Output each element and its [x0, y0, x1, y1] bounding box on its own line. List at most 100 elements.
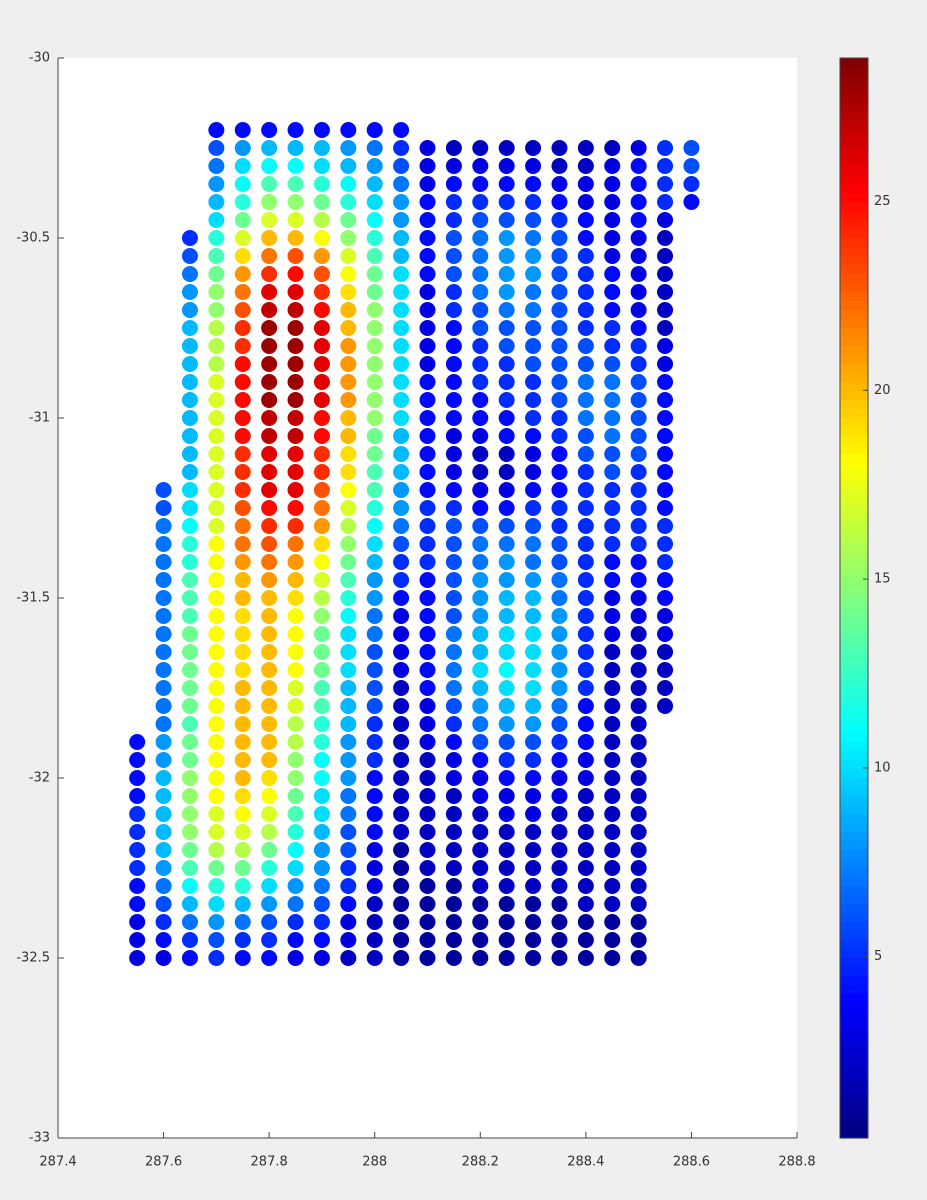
point	[525, 500, 542, 516]
point	[208, 176, 225, 192]
point	[419, 914, 436, 930]
point	[208, 464, 225, 480]
point	[340, 824, 357, 840]
point	[340, 950, 357, 966]
point	[551, 896, 568, 912]
point	[498, 716, 515, 732]
point	[604, 284, 621, 300]
point	[155, 626, 172, 642]
point	[498, 464, 515, 480]
point	[498, 212, 515, 228]
y-tick-label: -31	[29, 411, 50, 426]
point	[181, 518, 198, 534]
point	[366, 716, 383, 732]
point	[445, 860, 462, 876]
colorbar-segment	[840, 1021, 868, 1031]
colorbar-segment	[840, 589, 868, 599]
point	[657, 644, 674, 660]
colorbar-segment	[840, 994, 868, 1004]
point	[366, 590, 383, 606]
colorbar-segment	[840, 328, 868, 338]
point	[287, 572, 304, 588]
point	[313, 554, 330, 570]
point	[472, 824, 489, 840]
point	[419, 212, 436, 228]
point	[445, 788, 462, 804]
point	[525, 320, 542, 336]
colorbar-segment	[840, 562, 868, 572]
point	[313, 464, 330, 480]
point	[234, 302, 251, 318]
point	[208, 572, 225, 588]
point	[234, 500, 251, 516]
point	[525, 644, 542, 660]
point	[313, 158, 330, 174]
point	[551, 176, 568, 192]
colorbar-segment	[840, 850, 868, 860]
point	[630, 644, 647, 660]
colorbar-segment	[840, 652, 868, 662]
point	[551, 842, 568, 858]
point	[498, 356, 515, 372]
point	[445, 608, 462, 624]
point	[181, 320, 198, 336]
point	[261, 572, 278, 588]
point	[419, 140, 436, 156]
point	[181, 230, 198, 246]
point	[129, 896, 146, 912]
colorbar-segment	[840, 463, 868, 473]
point	[498, 950, 515, 966]
point	[472, 302, 489, 318]
point	[472, 338, 489, 354]
point	[313, 932, 330, 948]
point	[445, 914, 462, 930]
point	[630, 680, 647, 696]
point	[287, 194, 304, 210]
point	[419, 302, 436, 318]
point	[419, 356, 436, 372]
point	[445, 356, 462, 372]
point	[498, 482, 515, 498]
point	[551, 878, 568, 894]
point	[366, 824, 383, 840]
point	[208, 824, 225, 840]
point	[445, 716, 462, 732]
point	[445, 824, 462, 840]
point	[261, 842, 278, 858]
point	[525, 932, 542, 948]
colorbar-tick-label: 20	[874, 383, 891, 398]
point	[313, 140, 330, 156]
point	[498, 572, 515, 588]
point	[577, 950, 594, 966]
point	[234, 284, 251, 300]
point	[472, 176, 489, 192]
point	[419, 176, 436, 192]
point	[577, 518, 594, 534]
point	[445, 266, 462, 282]
point	[261, 176, 278, 192]
point	[419, 392, 436, 408]
point	[313, 374, 330, 390]
point	[261, 140, 278, 156]
point	[657, 536, 674, 552]
point	[577, 536, 594, 552]
point	[577, 842, 594, 858]
point	[525, 536, 542, 552]
point	[577, 266, 594, 282]
point	[366, 356, 383, 372]
point	[129, 806, 146, 822]
colorbar-segment	[840, 823, 868, 833]
point	[287, 878, 304, 894]
colorbar-segment	[840, 130, 868, 140]
point	[340, 122, 357, 138]
point	[234, 932, 251, 948]
point	[472, 392, 489, 408]
point	[261, 698, 278, 714]
point	[472, 842, 489, 858]
point	[472, 662, 489, 678]
point	[234, 212, 251, 228]
point	[340, 914, 357, 930]
point	[604, 410, 621, 426]
point	[577, 770, 594, 786]
point	[129, 914, 146, 930]
